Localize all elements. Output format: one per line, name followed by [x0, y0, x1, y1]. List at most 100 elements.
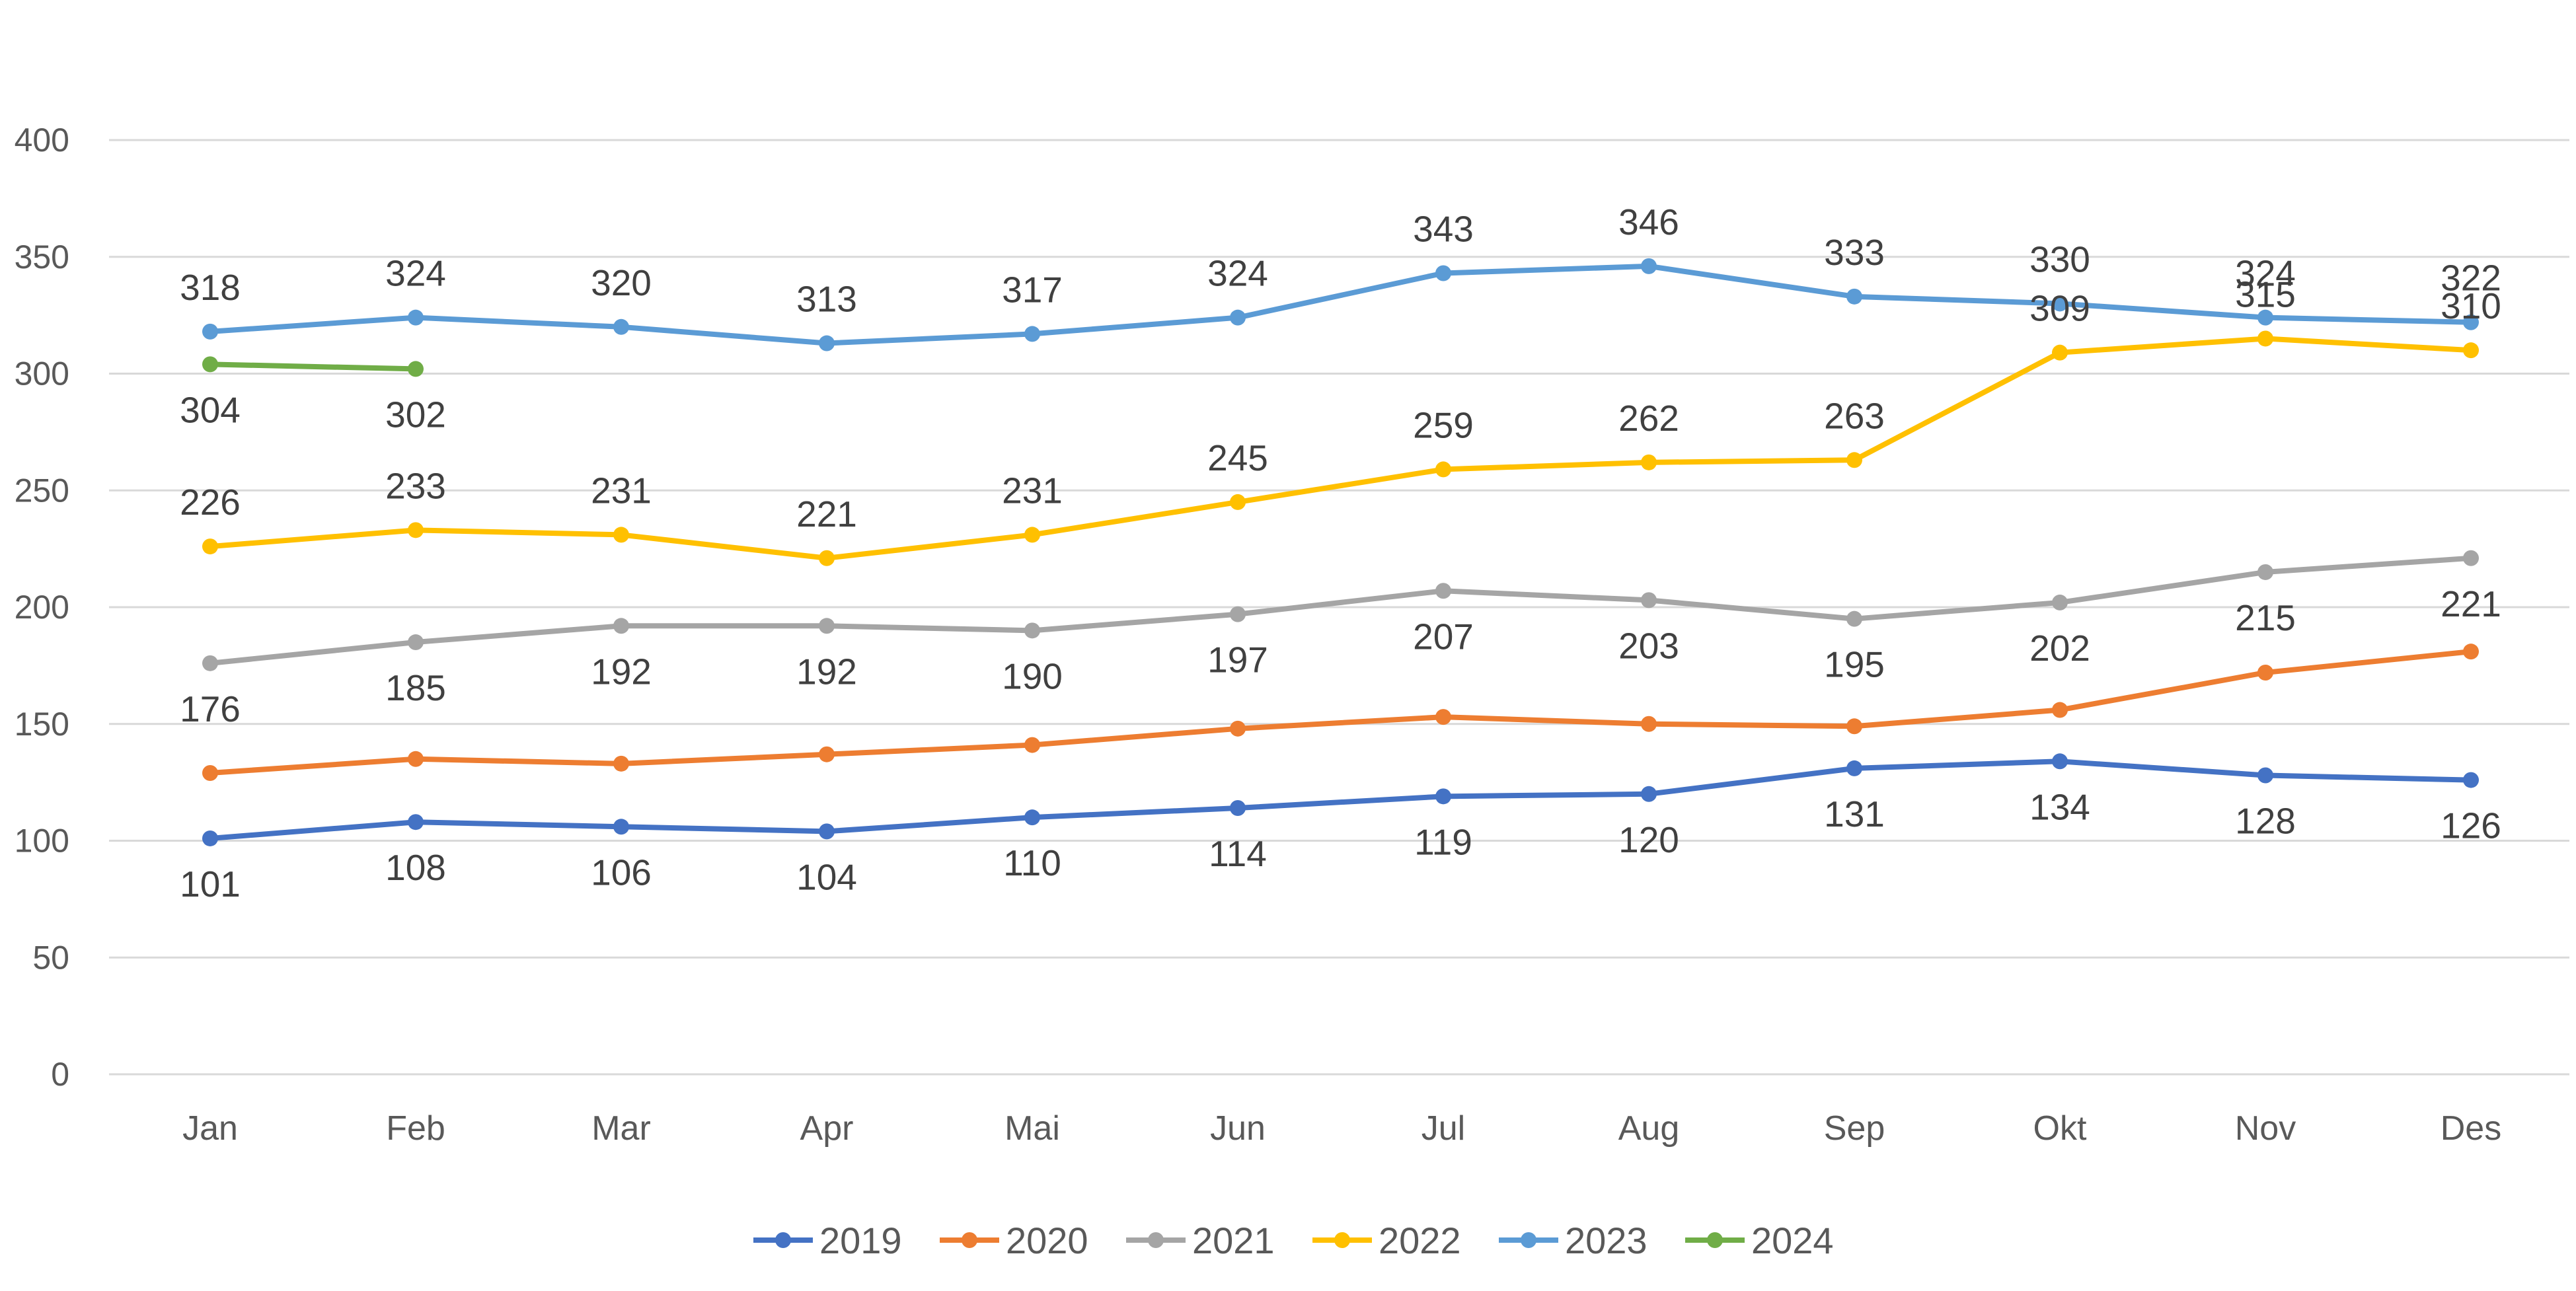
data-label-2023: 346	[1618, 202, 1679, 242]
data-label-2019: 104	[796, 856, 857, 897]
data-label-2021: 195	[1824, 644, 1885, 685]
data-point-2019	[1846, 760, 1862, 776]
data-point-2022	[613, 527, 629, 543]
series-points	[202, 258, 2479, 846]
data-point-2022	[2257, 330, 2273, 347]
data-label-2022: 259	[1413, 404, 1474, 445]
data-label-2021: 192	[591, 651, 652, 692]
legend-swatch-marker	[962, 1232, 977, 1248]
data-point-2019	[1230, 800, 1246, 817]
data-label-2024: 304	[180, 389, 241, 430]
x-tick-label: Nov	[2235, 1109, 2296, 1148]
legend-label: 2024	[1751, 1220, 1834, 1261]
data-label-2019: 128	[2235, 801, 2296, 842]
data-label-2022: 221	[796, 494, 857, 535]
legend-item-2021[interactable]: 2021	[1126, 1220, 1275, 1261]
y-tick-label: 400	[15, 122, 69, 159]
data-point-2019	[1641, 786, 1657, 802]
y-tick-label: 50	[32, 939, 69, 976]
legend-label: 2023	[1565, 1220, 1648, 1261]
data-label-2023: 324	[385, 253, 446, 294]
y-tick-label: 300	[15, 355, 69, 392]
data-label-2023: 318	[180, 267, 241, 308]
data-label-2021: 207	[1413, 616, 1474, 657]
data-point-2019	[408, 814, 424, 830]
data-point-2023	[408, 309, 424, 326]
y-tick-label: 150	[15, 706, 69, 743]
series-lines	[208, 263, 2474, 841]
data-point-2022	[1641, 454, 1657, 470]
data-label-2023: 317	[1002, 269, 1063, 310]
data-point-2022	[1024, 527, 1040, 543]
legend: 2019 2020 2021 2022 2023 2024	[753, 1220, 1834, 1261]
data-label-2022: 310	[2441, 285, 2501, 326]
x-tick-label: Jan	[182, 1109, 238, 1148]
series-line-2021	[208, 555, 2474, 666]
data-label-2021: 202	[2029, 628, 2090, 669]
data-point-2021	[613, 618, 629, 634]
data-label-2021: 185	[385, 667, 446, 708]
legend-item-2022[interactable]: 2022	[1312, 1220, 1461, 1261]
legend-swatch-marker	[1707, 1232, 1723, 1248]
data-label-2019: 101	[180, 864, 241, 904]
series-line-2023	[208, 263, 2474, 346]
data-label-2023: 322	[2441, 258, 2501, 299]
data-label-2019: 119	[1414, 821, 1472, 862]
series-line-2020	[208, 649, 2474, 776]
data-point-2023	[2052, 295, 2068, 312]
data-point-2020	[819, 746, 835, 762]
data-point-2023	[2257, 309, 2273, 326]
data-label-2019: 126	[2441, 805, 2501, 846]
y-tick-label: 0	[51, 1056, 69, 1093]
legend-item-2020[interactable]: 2020	[940, 1220, 1088, 1261]
y-axis-ticks: 0 50 100 150 200 250 300 350 400	[15, 122, 69, 1093]
legend-label: 2022	[1379, 1220, 1461, 1261]
data-label-2021: 197	[1207, 640, 1268, 681]
data-label-2021: 192	[796, 651, 857, 692]
data-point-2020	[2463, 644, 2479, 660]
data-point-2019	[2052, 753, 2068, 770]
legend-label: 2020	[1006, 1220, 1088, 1261]
gridlines	[109, 139, 2569, 1076]
x-tick-label: Apr	[800, 1109, 854, 1148]
data-point-2022	[408, 522, 424, 538]
data-label-2022: 231	[591, 470, 652, 511]
data-label-2019: 114	[1209, 833, 1267, 874]
data-label-2023: 330	[2029, 239, 2090, 279]
data-label-2019: 131	[1824, 793, 1885, 834]
data-point-2023	[1435, 265, 1451, 281]
data-label-2022: 231	[1002, 470, 1063, 511]
data-label-2022: 309	[2029, 288, 2090, 329]
legend-item-2023[interactable]: 2023	[1499, 1220, 1648, 1261]
data-point-2021	[202, 655, 218, 671]
data-point-2020	[408, 751, 424, 767]
data-point-2022	[2463, 342, 2479, 359]
data-label-2019: 106	[591, 852, 652, 893]
legend-swatch-marker	[1521, 1232, 1536, 1248]
legend-swatch-marker	[775, 1232, 791, 1248]
x-tick-label: Mai	[1004, 1109, 1060, 1148]
data-point-2023	[202, 323, 218, 340]
data-point-2023	[1024, 326, 1040, 342]
data-label-2021: 190	[1002, 655, 1063, 696]
series-line-2019	[208, 758, 2474, 841]
legend-label: 2019	[819, 1220, 902, 1261]
data-label-2022: 226	[180, 482, 241, 523]
data-point-2022	[819, 550, 835, 566]
data-point-2021	[2463, 550, 2479, 566]
data-label-2021: 203	[1618, 625, 1679, 666]
data-label-2019: 110	[1003, 842, 1061, 883]
data-label-2022: 263	[1824, 395, 1885, 436]
legend-item-2024[interactable]: 2024	[1685, 1220, 1834, 1261]
series-line-2022	[208, 336, 2474, 561]
legend-item-2019[interactable]: 2019	[753, 1220, 902, 1261]
data-labels: 101 108 106 104 110 114 119 120 131 134 128 126 176 1…	[180, 202, 2501, 904]
y-tick-label: 100	[15, 823, 69, 860]
data-label-2021: 176	[180, 688, 241, 729]
x-tick-label: Jul	[1421, 1109, 1465, 1148]
data-point-2022	[1230, 494, 1246, 510]
data-label-2022: 233	[385, 465, 446, 506]
data-point-2021	[2052, 594, 2068, 610]
data-point-2024	[408, 361, 424, 377]
